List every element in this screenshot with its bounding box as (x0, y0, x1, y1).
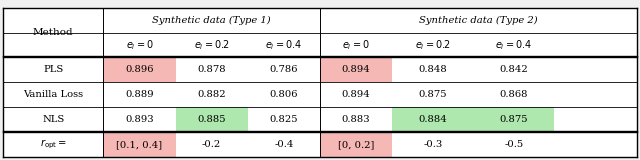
Text: $e_i = 0.2$: $e_i = 0.2$ (193, 38, 230, 52)
Text: Method: Method (33, 28, 74, 37)
Text: NLS: NLS (42, 115, 65, 124)
Text: 0.894: 0.894 (342, 65, 371, 74)
Text: 0.825: 0.825 (269, 115, 298, 124)
Text: 0.842: 0.842 (499, 65, 528, 74)
Text: Synthetic data (Type 2): Synthetic data (Type 2) (419, 16, 538, 25)
Text: 0.848: 0.848 (419, 65, 447, 74)
Text: Synthetic data (Type 1): Synthetic data (Type 1) (152, 16, 271, 25)
Text: -0.4: -0.4 (274, 140, 294, 149)
Text: 0.786: 0.786 (269, 65, 298, 74)
Text: 0.882: 0.882 (197, 90, 226, 99)
Bar (474, 107, 554, 132)
Bar (103, 57, 175, 82)
Text: 0.875: 0.875 (500, 115, 528, 124)
Text: Vanilla Loss: Vanilla Loss (23, 90, 83, 99)
Text: $e_i = 0.2$: $e_i = 0.2$ (415, 38, 451, 52)
Text: [0.1, 0.4]: [0.1, 0.4] (116, 140, 163, 149)
Text: -0.5: -0.5 (504, 140, 524, 149)
Bar (320, 132, 392, 157)
Bar (320, 57, 392, 82)
Bar (103, 132, 175, 157)
Text: $e_i = 0.4$: $e_i = 0.4$ (266, 38, 302, 52)
Text: 0.885: 0.885 (197, 115, 226, 124)
Text: 0.806: 0.806 (269, 90, 298, 99)
Text: [0, 0.2]: [0, 0.2] (338, 140, 374, 149)
Bar (175, 107, 248, 132)
Bar (392, 107, 474, 132)
Text: 0.896: 0.896 (125, 65, 154, 74)
Text: $e_i = 0$: $e_i = 0$ (125, 38, 153, 52)
Text: $r_{\rm opt} =$: $r_{\rm opt} =$ (40, 138, 67, 151)
Text: 0.878: 0.878 (197, 65, 226, 74)
Text: $e_i = 0.4$: $e_i = 0.4$ (495, 38, 532, 52)
Text: 0.893: 0.893 (125, 115, 154, 124)
Text: $e_i = 0$: $e_i = 0$ (342, 38, 370, 52)
Text: -0.3: -0.3 (423, 140, 442, 149)
Text: 0.884: 0.884 (419, 115, 447, 124)
Text: 0.889: 0.889 (125, 90, 154, 99)
Text: 0.868: 0.868 (500, 90, 528, 99)
Text: 0.875: 0.875 (419, 90, 447, 99)
Text: PLS: PLS (43, 65, 63, 74)
Text: -0.2: -0.2 (202, 140, 221, 149)
Text: 0.894: 0.894 (342, 90, 371, 99)
Text: 0.883: 0.883 (342, 115, 371, 124)
